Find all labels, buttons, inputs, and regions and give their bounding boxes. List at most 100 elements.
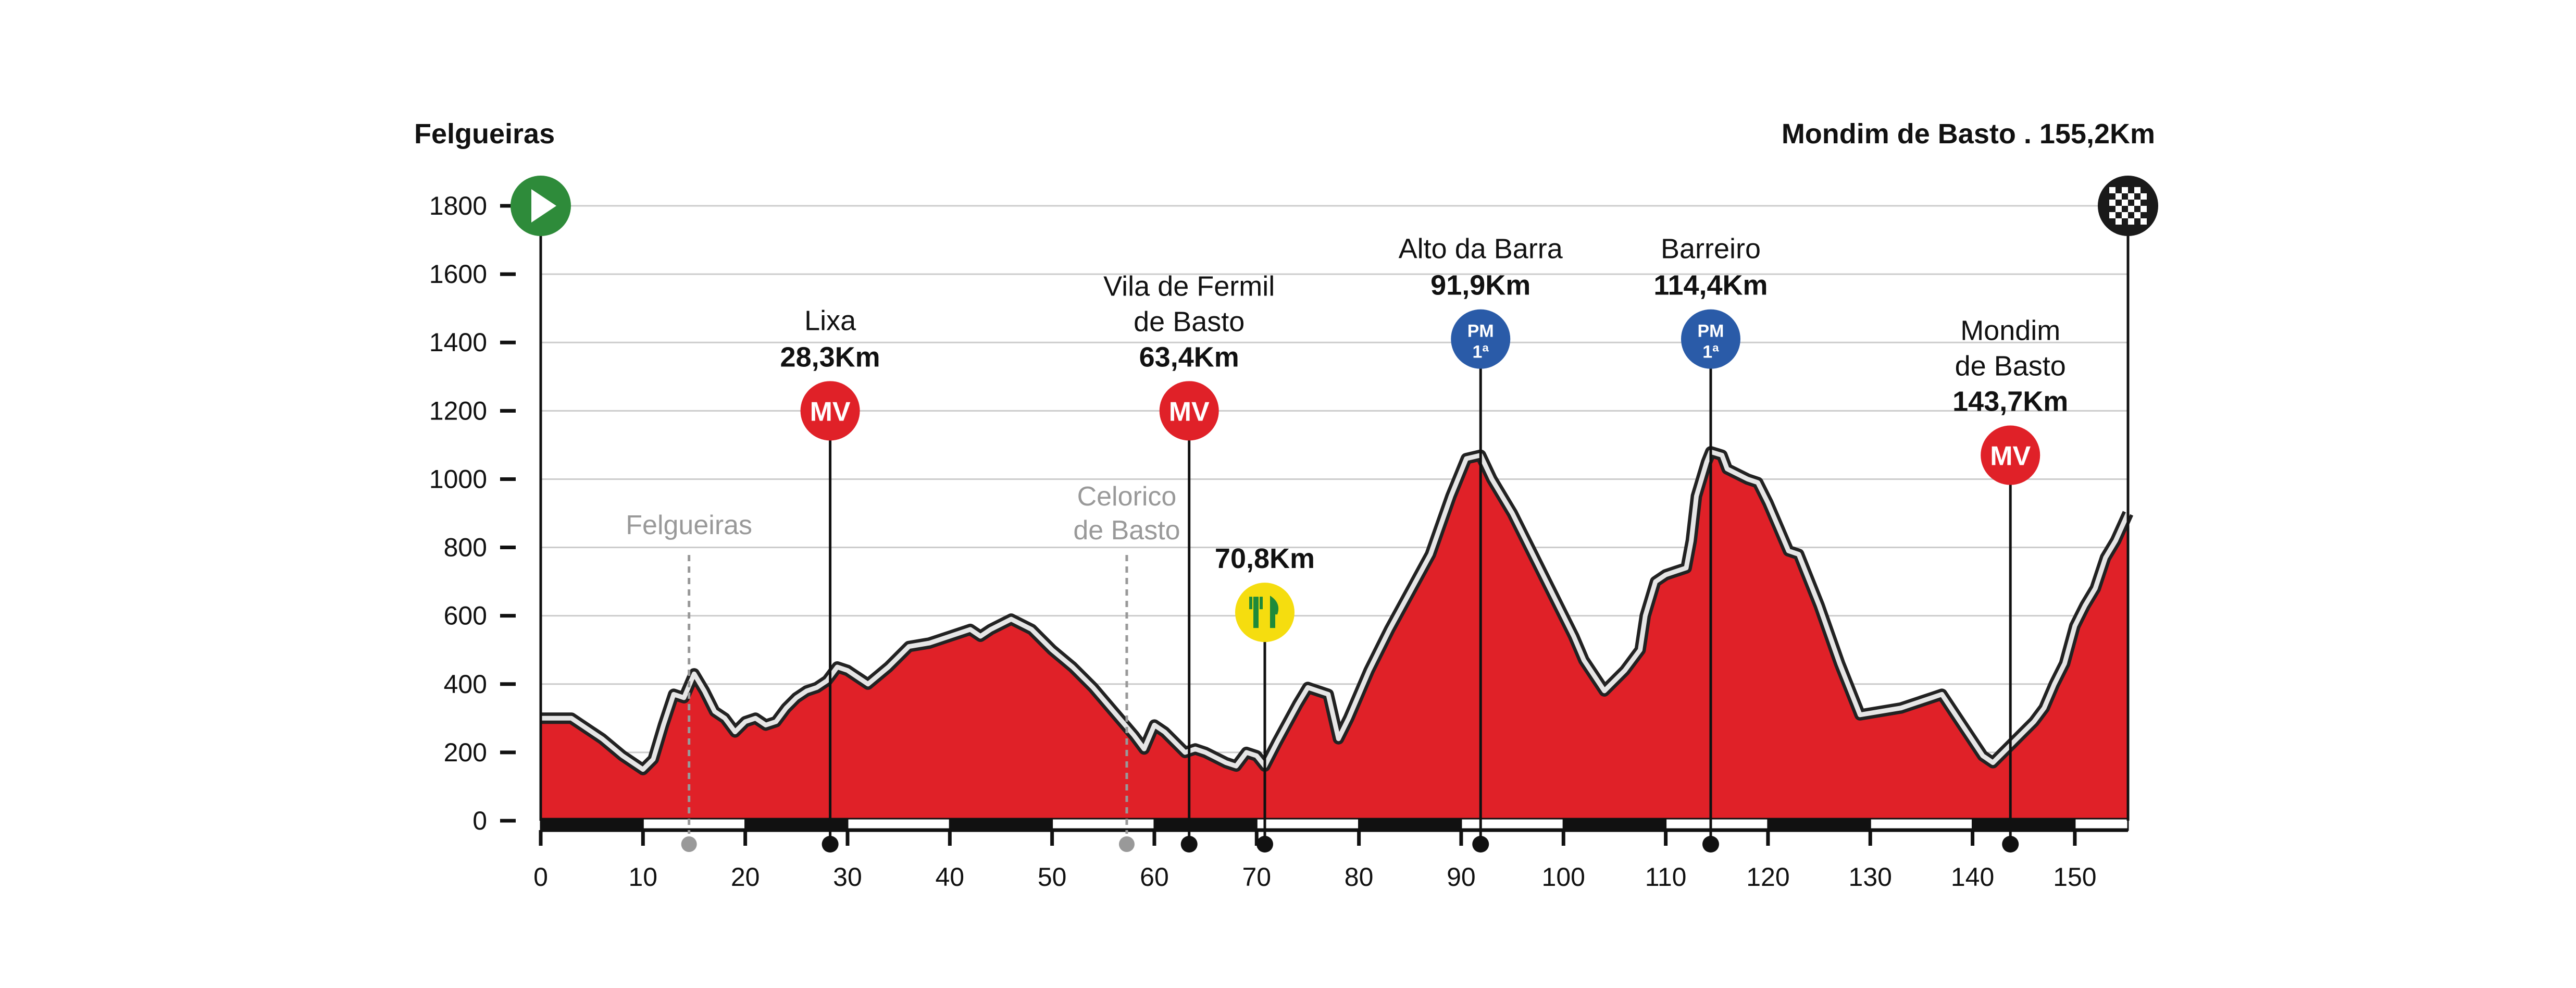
checkered-flag-icon [2109, 212, 2115, 218]
pm-badge-label: PM [1467, 322, 1494, 341]
x-tick-label: 130 [1849, 862, 1892, 892]
grid-lines [541, 205, 2128, 754]
climb-name-label: de Basto [1134, 306, 1245, 337]
pm-badge [1681, 309, 1740, 369]
y-tick-label: 1400 [429, 328, 487, 357]
checkered-flag-icon [2115, 218, 2122, 225]
climb-name-label: Lixa [804, 305, 856, 336]
mv-badge [1159, 381, 1219, 441]
climb-dot [1180, 836, 1198, 853]
climb-km-label: 143,7Km [1952, 386, 2068, 417]
checkered-flag-icon [2128, 218, 2134, 225]
x-tick-label: 40 [935, 862, 964, 892]
profile-area [541, 446, 2134, 821]
checkered-flag-icon [2109, 218, 2115, 225]
town-dot [1118, 836, 1135, 852]
climb-km-label: 114,4Km [1653, 270, 1768, 301]
checkered-flag-icon [2141, 187, 2147, 193]
town-label: Celorico [1077, 481, 1177, 512]
finish-label: Mondim de Basto . 155,2Km [1782, 118, 2155, 150]
y-tick-label: 1200 [429, 396, 487, 425]
x-tick-label: 140 [1951, 862, 1994, 892]
x-tick-label: 10 [629, 862, 658, 892]
elevation-fill [541, 452, 2128, 821]
climb-name-label: Alto da Barra [1399, 233, 1563, 265]
y-tick-label: 800 [444, 533, 487, 562]
x-tick-label: 150 [2053, 862, 2096, 892]
fork-tine-icon [1249, 597, 1252, 610]
fork-icon [1253, 597, 1259, 628]
climb-km-label: 91,9Km [1430, 270, 1530, 301]
y-tick-label: 600 [444, 601, 487, 631]
knife-icon [1270, 596, 1279, 628]
start-label: Felgueiras [414, 118, 555, 150]
pm-category-label: 1ª [1702, 342, 1719, 362]
checkered-flag-icon [2115, 193, 2122, 200]
y-tick-label: 1600 [429, 260, 487, 289]
town-label: Felgueiras [626, 510, 752, 540]
checkered-flag-icon [2122, 193, 2128, 200]
fork-tine-icon [1259, 597, 1263, 610]
town-dot [681, 836, 697, 852]
x-tick-label: 110 [1645, 862, 1687, 892]
checkered-flag-icon [2109, 193, 2115, 200]
checkered-flag-icon [2109, 200, 2115, 206]
climb-km-label: 63,4Km [1139, 341, 1239, 373]
climb-name-label: Mondim [1960, 315, 2060, 347]
x-tick-label: 30 [833, 862, 862, 892]
checkered-flag-icon [2109, 187, 2115, 193]
climb-name-label: Vila de Fermil [1103, 270, 1275, 302]
x-tick-label: 70 [1242, 862, 1271, 892]
climb-dot [1472, 836, 1489, 853]
feed-zone-km-label: 70,8Km [1215, 543, 1315, 574]
pm-category-label: 1ª [1472, 342, 1489, 362]
pm-badge [1451, 309, 1511, 369]
checkered-flag-icon [2115, 212, 2122, 218]
checkered-flag-icon [2128, 200, 2134, 206]
checkered-flag-icon [2134, 212, 2141, 218]
x-tick-label: 60 [1140, 862, 1169, 892]
checkered-flag-icon [2122, 212, 2128, 218]
mv-badge-label: MV [810, 397, 851, 427]
x-tick-label: 90 [1447, 862, 1476, 892]
checkered-flag-icon [2134, 200, 2141, 206]
town-label: de Basto [1073, 515, 1180, 546]
checkered-flag-icon [2122, 206, 2128, 212]
checkered-flag-icon [2141, 193, 2147, 200]
climb-name-label: Barreiro [1661, 233, 1761, 265]
mv-badge-label: MV [1169, 397, 1210, 427]
x-tick-label: 0 [533, 862, 548, 892]
checkered-flag-icon [2115, 206, 2122, 212]
checkered-flag-icon [2134, 187, 2141, 193]
checkered-flag-icon [2128, 212, 2134, 218]
checkered-flag-icon [2141, 212, 2147, 218]
y-tick-label: 200 [444, 738, 487, 767]
profile-highlight [541, 449, 2131, 772]
climb-name-label: de Basto [1955, 351, 2066, 382]
climb-dot [822, 836, 839, 853]
climb-dot [2002, 836, 2019, 853]
checkered-flag-icon [2128, 193, 2134, 200]
feed-dot [1256, 836, 1273, 853]
checkered-flag-icon [2109, 206, 2115, 212]
checkered-flag-icon [2141, 218, 2147, 225]
checkered-flag-icon [2128, 187, 2134, 193]
checkered-flag-icon [2122, 218, 2128, 225]
x-tick-label: 20 [731, 862, 760, 892]
checkered-flag-icon [2122, 187, 2128, 193]
y-tick-label: 0 [472, 806, 487, 835]
x-tick-label: 80 [1345, 862, 1374, 892]
y-tick-label: 400 [444, 670, 487, 699]
mv-badge [800, 381, 860, 441]
y-tick-label: 1000 [429, 464, 487, 493]
x-tick-label: 120 [1746, 862, 1789, 892]
y-tick-label: 1800 [429, 191, 487, 220]
x-tick-label: 100 [1542, 862, 1585, 892]
fork-knife-icon [1249, 596, 1279, 628]
climb-km-label: 28,3Km [780, 341, 880, 373]
checkered-flag-icon [2128, 206, 2134, 212]
checkered-flag-icon [2141, 206, 2147, 212]
x-tick-label: 50 [1038, 862, 1067, 892]
